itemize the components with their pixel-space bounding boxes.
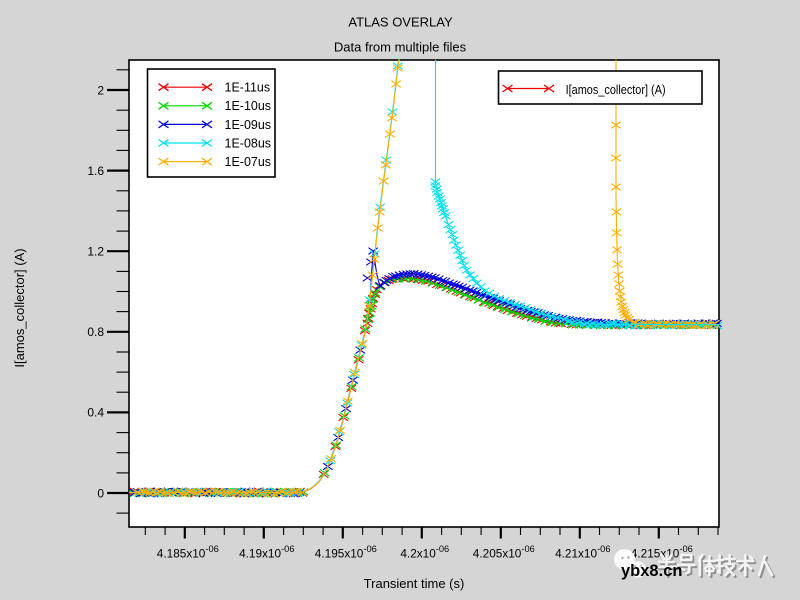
svg-text:1.2: 1.2 <box>87 245 104 259</box>
svg-text:1E-10us: 1E-10us <box>225 99 272 113</box>
svg-text:0.8: 0.8 <box>87 325 104 339</box>
svg-text:ybx8.cn: ybx8.cn <box>621 562 682 580</box>
svg-text:4.195x10-06: 4.195x10-06 <box>315 544 377 560</box>
svg-text:0: 0 <box>97 486 104 500</box>
svg-text:4.21x10-06: 4.21x10-06 <box>555 544 610 560</box>
svg-text:2: 2 <box>97 83 104 97</box>
svg-text:4.215x10-06: 4.215x10-06 <box>631 544 693 560</box>
svg-text:4.205x10-06: 4.205x10-06 <box>473 544 535 560</box>
svg-text:1E-11us: 1E-11us <box>225 81 271 95</box>
svg-text:I[amos_collector] (A): I[amos_collector] (A) <box>12 248 27 367</box>
svg-text:ATLAS OVERLAY: ATLAS OVERLAY <box>348 15 453 30</box>
svg-text:1E-09us: 1E-09us <box>225 118 272 132</box>
svg-text:Transient time (s): Transient time (s) <box>364 576 465 591</box>
svg-text:Data from multiple files: Data from multiple files <box>334 40 467 55</box>
svg-text:0.4: 0.4 <box>87 406 104 420</box>
svg-text:4.185x10-06: 4.185x10-06 <box>157 544 219 560</box>
svg-text:4.19x10-06: 4.19x10-06 <box>239 544 294 560</box>
svg-text:1E-07us: 1E-07us <box>225 155 272 169</box>
svg-text:1.6: 1.6 <box>87 164 104 178</box>
svg-text:I[amos_collector] (A): I[amos_collector] (A) <box>566 82 666 97</box>
svg-text:1E-08us: 1E-08us <box>225 136 272 150</box>
